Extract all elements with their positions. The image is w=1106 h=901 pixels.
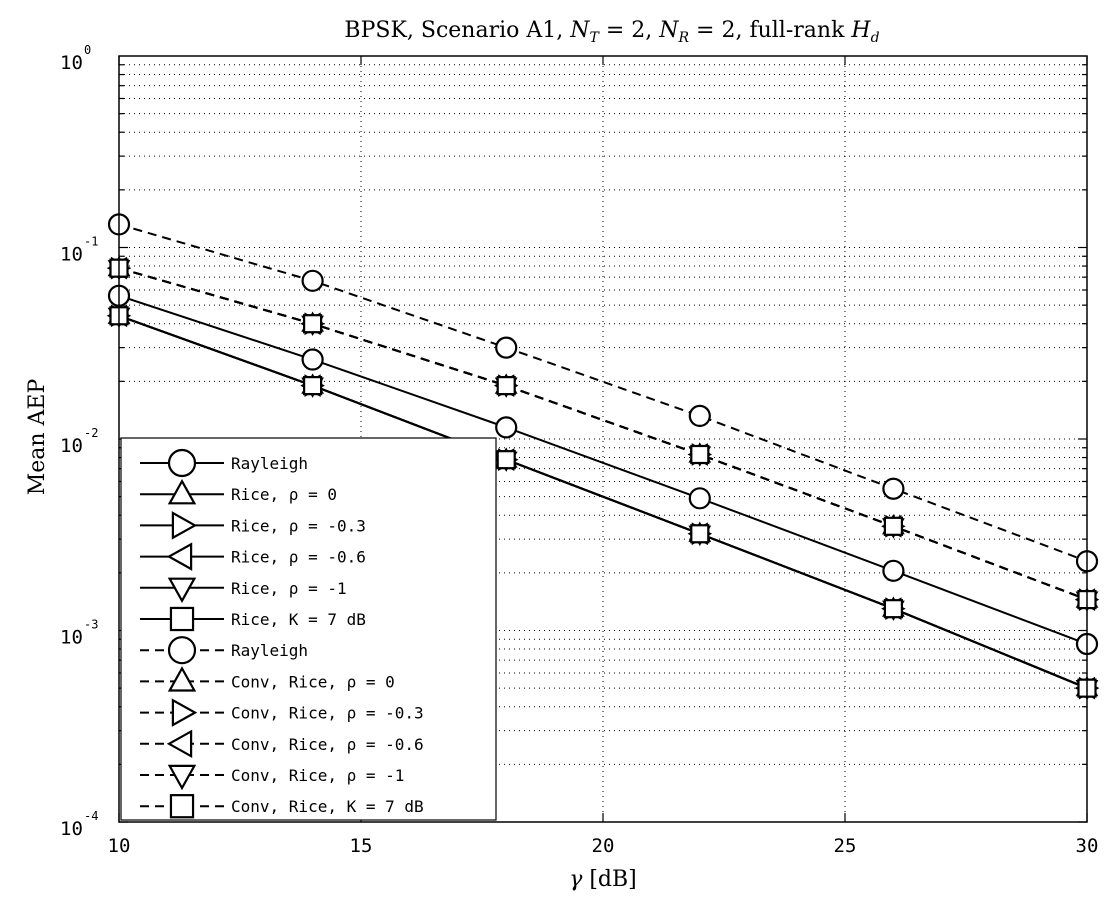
y-tick-exponent: -4 bbox=[84, 809, 98, 823]
y-tick-label: 100 bbox=[60, 43, 91, 74]
data-point bbox=[496, 450, 516, 470]
data-point bbox=[301, 269, 324, 292]
data-point bbox=[883, 599, 904, 619]
series-line-12 bbox=[118, 267, 1088, 601]
x-tick-labels: 10 15 20 25 30 bbox=[108, 835, 1099, 857]
plot-frame bbox=[118, 55, 1088, 823]
data-point bbox=[301, 348, 324, 371]
y-tick-exponent: 0 bbox=[84, 43, 91, 57]
x-tick-label: 20 bbox=[592, 835, 615, 857]
y-tick-exponent: -2 bbox=[84, 426, 98, 440]
data-point bbox=[303, 376, 323, 396]
x-tick-label: 25 bbox=[834, 835, 857, 857]
y-tick-base: 10 bbox=[60, 627, 83, 649]
legend-label: Rice, ρ = 0 bbox=[231, 485, 337, 504]
y-tick-base: 10 bbox=[60, 435, 83, 457]
series-line-7 bbox=[118, 223, 1088, 563]
data-point bbox=[690, 524, 710, 544]
data-point bbox=[690, 444, 710, 465]
legend-marker bbox=[166, 729, 193, 759]
data-point bbox=[883, 516, 904, 536]
data-point bbox=[496, 376, 516, 396]
y-tick-label: 10-2 bbox=[60, 426, 98, 457]
data-point bbox=[688, 404, 711, 428]
legend-marker bbox=[167, 448, 197, 478]
legend-marker bbox=[167, 636, 197, 665]
y-tick-base: 10 bbox=[60, 52, 83, 74]
legend: Rayleigh Rice, ρ = 0 Rice, ρ = -0.3 Rice, ρ… bbox=[120, 437, 497, 821]
y-tick-label: 10-4 bbox=[60, 809, 98, 840]
legend-label: Conv, Rice, K = 7 dB bbox=[231, 797, 424, 816]
data-point bbox=[882, 477, 905, 500]
x-tick-label: 10 bbox=[108, 835, 131, 857]
y-tick-base: 10 bbox=[60, 244, 83, 266]
legend-marker bbox=[167, 577, 197, 604]
data-point bbox=[882, 559, 905, 582]
y-tick-exponent: -1 bbox=[84, 235, 98, 249]
series-line-1 bbox=[118, 294, 1088, 645]
y-axis-label: Mean AEP bbox=[25, 379, 50, 496]
data-point bbox=[688, 487, 711, 510]
legend-label: Conv, Rice, ρ = 0 bbox=[231, 672, 395, 691]
legend-marker bbox=[166, 542, 193, 571]
y-tick-base: 10 bbox=[60, 818, 83, 840]
data-point bbox=[495, 336, 518, 359]
legend-label: Rice, ρ = -1 bbox=[231, 579, 347, 598]
legend-marker bbox=[167, 478, 197, 505]
legend-label: Rayleigh bbox=[231, 641, 308, 660]
legend-label: Conv, Rice, ρ = -0.6 bbox=[231, 735, 424, 754]
legend-label: Rice, K = 7 dB bbox=[231, 610, 366, 629]
chart-title: BPSK, Scenario A1, NT = 2, NR = 2, full-… bbox=[344, 18, 879, 46]
data-point bbox=[495, 416, 518, 439]
y-tick-exponent: -3 bbox=[84, 618, 98, 632]
legend-marker bbox=[169, 606, 195, 632]
legend-label: Conv, Rice, ρ = -1 bbox=[231, 766, 404, 785]
legend-marker bbox=[171, 698, 198, 727]
series-line-6 bbox=[118, 314, 1088, 690]
legend-marker bbox=[171, 511, 198, 540]
legend-marker bbox=[167, 666, 197, 692]
legend-label: Rice, ρ = -0.3 bbox=[231, 516, 366, 535]
legend-marker bbox=[169, 794, 195, 819]
data-point bbox=[303, 314, 323, 334]
series-lines bbox=[118, 223, 1088, 690]
legend-marker bbox=[167, 764, 197, 791]
y-tick-label: 10-3 bbox=[60, 618, 98, 649]
x-tick-label: 15 bbox=[350, 835, 373, 857]
legend-label: Rayleigh bbox=[231, 454, 308, 473]
legend-label: Conv, Rice, ρ = -0.3 bbox=[231, 704, 424, 723]
x-axis-label: γ [dB] bbox=[569, 867, 637, 892]
x-tick-label: 30 bbox=[1076, 835, 1099, 857]
legend-label: Rice, ρ = -0.6 bbox=[231, 548, 366, 567]
y-tick-label: 10-1 bbox=[60, 235, 98, 266]
